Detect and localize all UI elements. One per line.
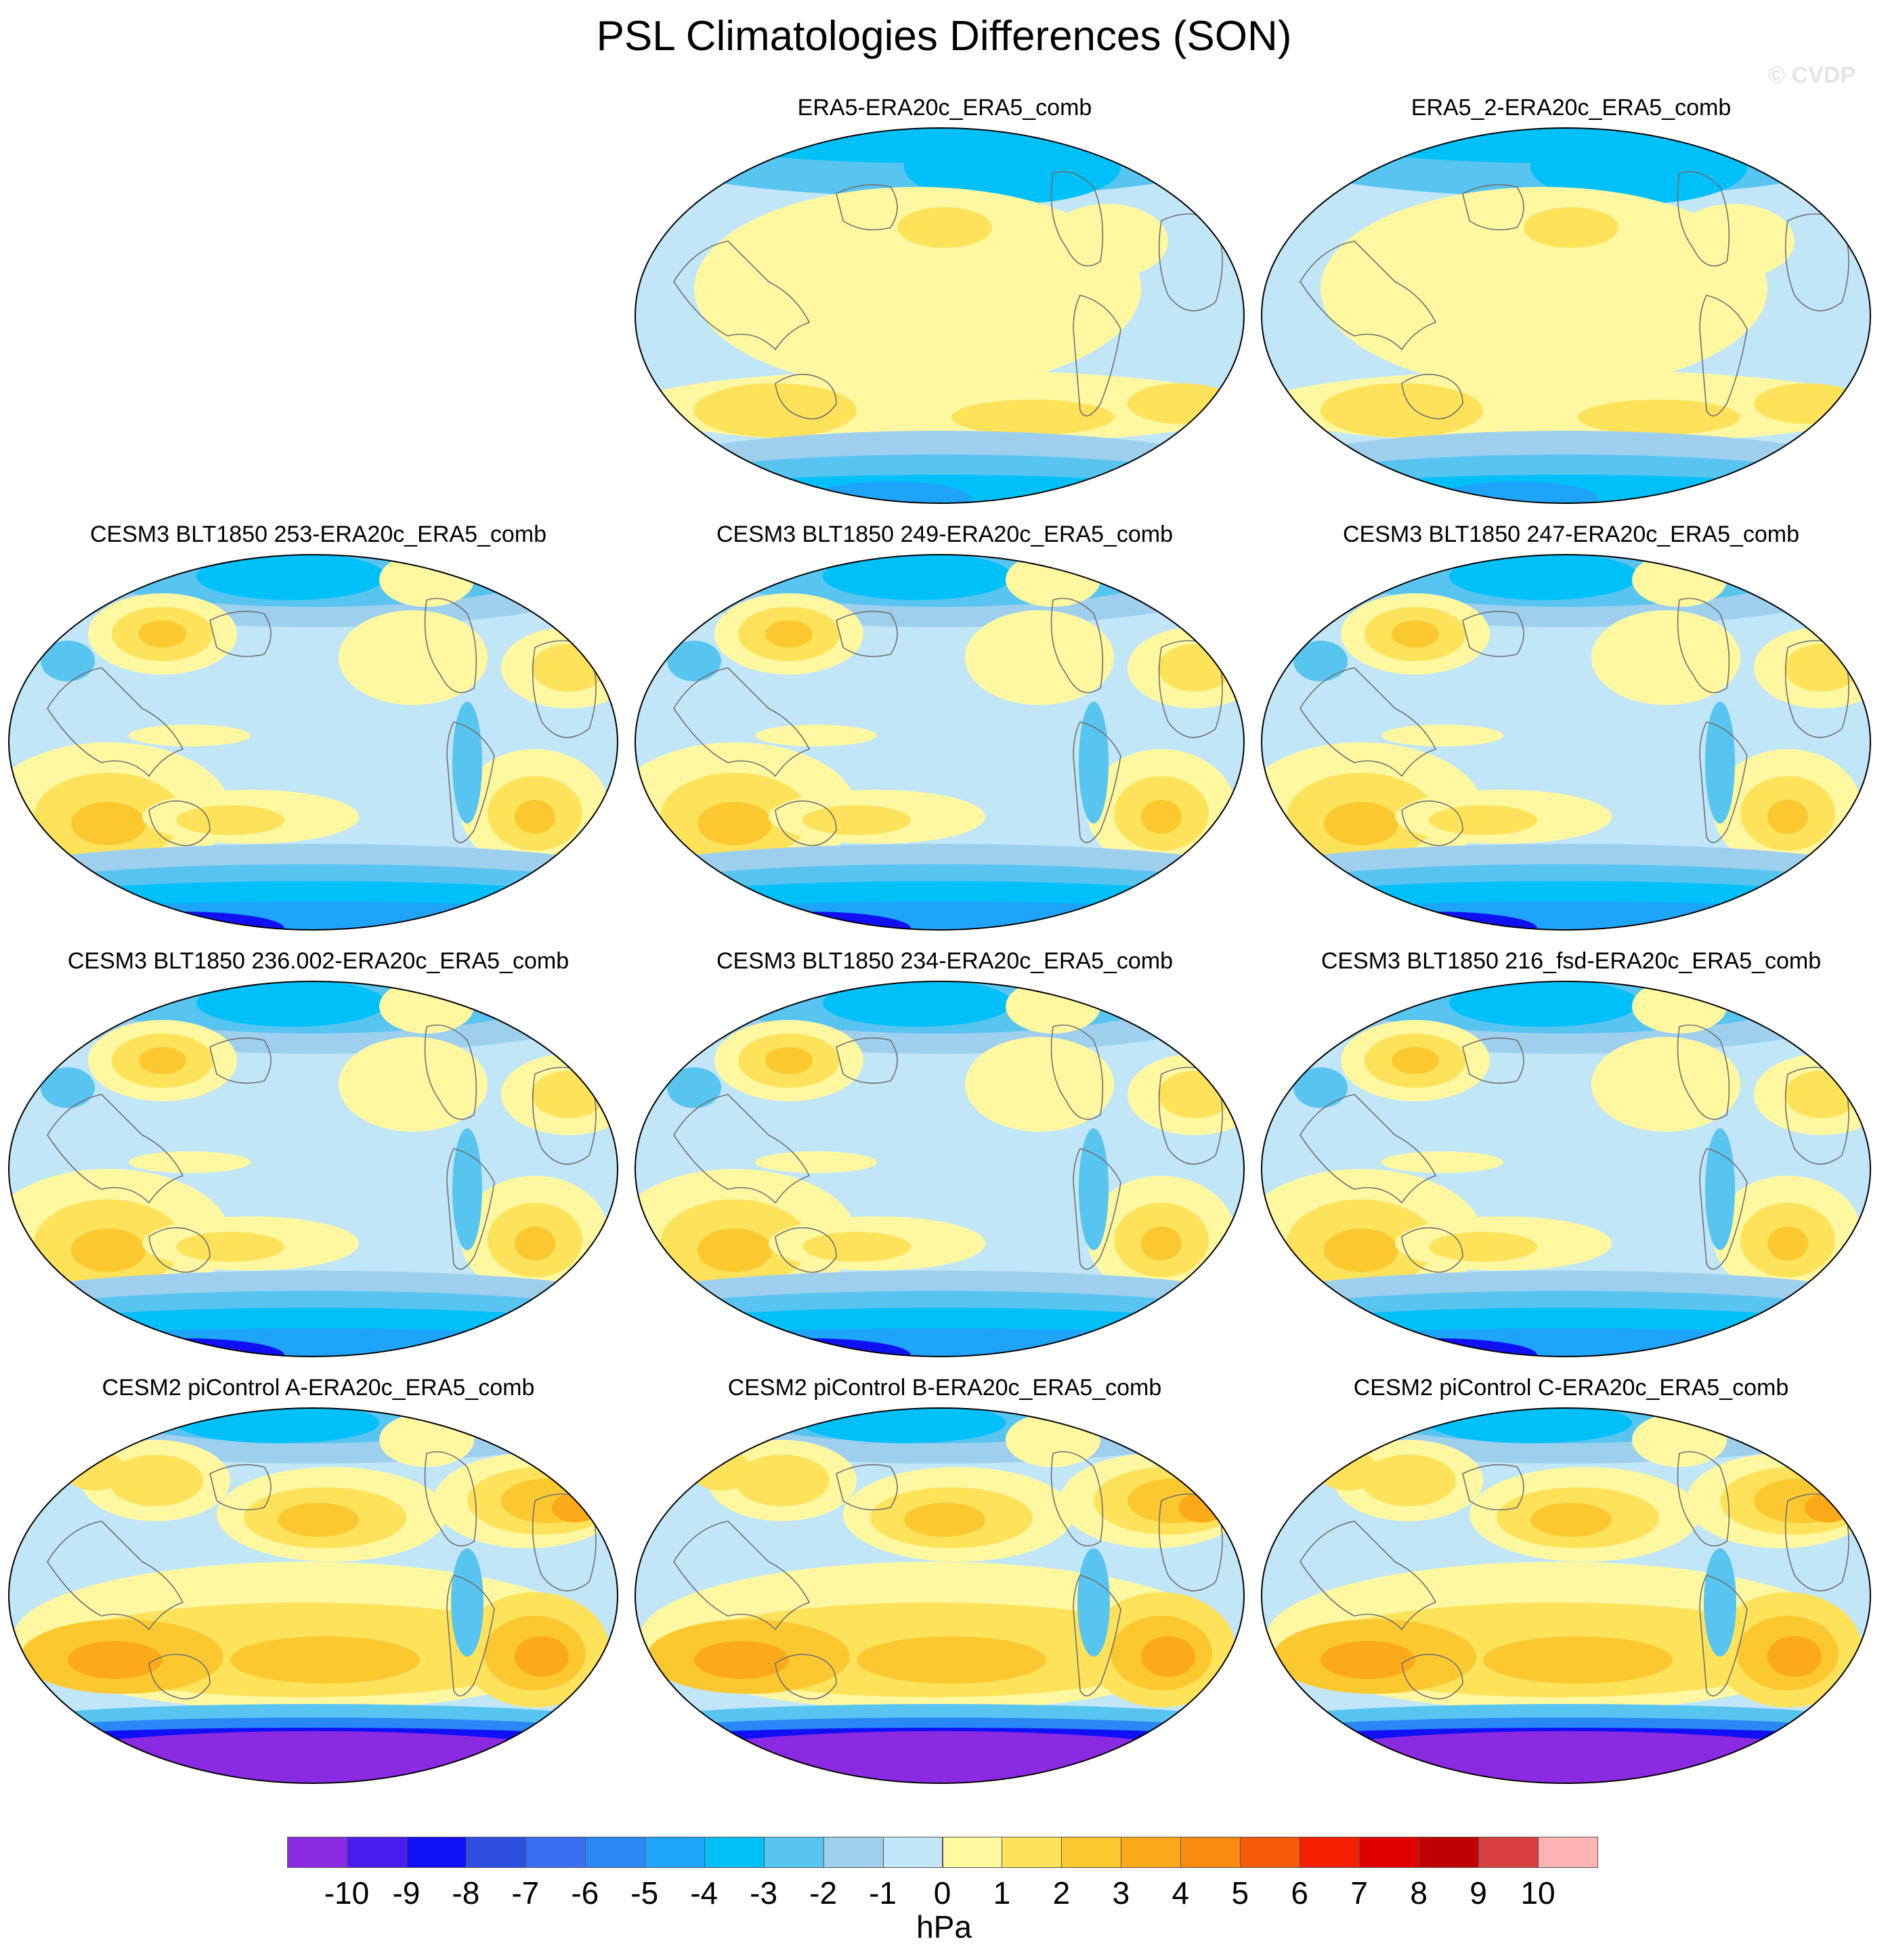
colorbar-swatch xyxy=(1300,1837,1360,1868)
colorbar-tick: -2 xyxy=(809,1875,838,1911)
colorbar-unit-label: hPa xyxy=(916,1909,972,1944)
colorbar-swatch xyxy=(1538,1837,1598,1868)
panel-title: CESM3 BLT1850 216_fsd-ERA20c_ERA5_comb xyxy=(1321,948,1822,974)
colorbar-swatch xyxy=(1121,1837,1182,1868)
world-map xyxy=(1261,554,1871,931)
colorbar-tick: 3 xyxy=(1112,1875,1130,1911)
colorbar-swatch xyxy=(882,1837,943,1868)
map-panel: CESM2 piControl C-ERA20c_ERA5_comb xyxy=(1260,1375,1883,1795)
panel-title: CESM3 BLT1850 234-ERA20c_ERA5_comb xyxy=(716,948,1174,974)
colorbar-swatch xyxy=(1002,1837,1063,1868)
panel-title: CESM3 BLT1850 247-ERA20c_ERA5_comb xyxy=(1342,521,1800,547)
colorbar-tick: 5 xyxy=(1231,1875,1249,1911)
world-map xyxy=(635,127,1245,504)
watermark: © CVDP xyxy=(1768,62,1855,88)
colorbar-swatch xyxy=(584,1837,645,1868)
world-map xyxy=(635,981,1245,1357)
colorbar-tick: -7 xyxy=(511,1875,540,1911)
panel-title: ERA5_2-ERA20c_ERA5_comb xyxy=(1411,95,1732,121)
colorbar xyxy=(287,1837,1598,1869)
colorbar-swatch xyxy=(406,1837,467,1868)
colorbar-swatch xyxy=(823,1837,884,1868)
world-map xyxy=(8,981,618,1357)
panel-title: ERA5-ERA20c_ERA5_comb xyxy=(797,95,1092,121)
colorbar-tick: -9 xyxy=(392,1875,421,1911)
map-panel: CESM3 BLT1850 236.002-ERA20c_ERA5_comb xyxy=(7,948,630,1368)
colorbar-tick: 10 xyxy=(1520,1875,1556,1911)
world-map xyxy=(1261,981,1871,1357)
colorbar-swatch xyxy=(1240,1837,1301,1868)
colorbar-swatch xyxy=(1478,1837,1539,1868)
colorbar-tick: 9 xyxy=(1469,1875,1487,1911)
map-panel: CESM3 BLT1850 216_fsd-ERA20c_ERA5_comb xyxy=(1260,948,1883,1368)
colorbar-swatch xyxy=(525,1837,586,1868)
world-map xyxy=(8,554,618,931)
panel-title: CESM3 BLT1850 236.002-ERA20c_ERA5_comb xyxy=(67,948,570,974)
colorbar-swatch xyxy=(942,1837,1003,1868)
map-panel: CESM3 BLT1850 253-ERA20c_ERA5_comb xyxy=(7,521,630,941)
colorbar-swatch xyxy=(1180,1837,1241,1868)
colorbar-tick: 4 xyxy=(1172,1875,1190,1911)
colorbar-tick: 2 xyxy=(1052,1875,1071,1911)
panel-title: CESM2 piControl B-ERA20c_ERA5_comb xyxy=(727,1375,1162,1401)
panel-title: CESM3 BLT1850 253-ERA20c_ERA5_comb xyxy=(89,521,547,547)
map-panel: CESM3 BLT1850 249-ERA20c_ERA5_comb xyxy=(633,521,1256,941)
colorbar-tick: 6 xyxy=(1291,1875,1309,1911)
colorbar-swatch xyxy=(644,1837,705,1868)
colorbar-tick: -3 xyxy=(750,1875,778,1911)
map-panel: CESM3 BLT1850 247-ERA20c_ERA5_comb xyxy=(1260,521,1883,941)
colorbar-swatch xyxy=(704,1837,765,1868)
colorbar-tick: -5 xyxy=(630,1875,659,1911)
map-panel: ERA5_2-ERA20c_ERA5_comb xyxy=(1260,95,1883,515)
world-map xyxy=(8,1407,618,1784)
colorbar-tick: -8 xyxy=(452,1875,480,1911)
colorbar-tick: 1 xyxy=(993,1875,1011,1911)
world-map xyxy=(1261,1407,1871,1784)
colorbar-swatch xyxy=(1419,1837,1480,1868)
colorbar-swatch xyxy=(763,1837,824,1868)
figure-title: PSL Climatologies Differences (SON) xyxy=(596,13,1292,60)
map-panel: CESM2 piControl A-ERA20c_ERA5_comb xyxy=(7,1375,630,1795)
map-panel: CESM2 piControl B-ERA20c_ERA5_comb xyxy=(633,1375,1256,1795)
colorbar-tick: -4 xyxy=(690,1875,718,1911)
colorbar-tick: -10 xyxy=(324,1875,370,1911)
map-panel: ERA5-ERA20c_ERA5_comb xyxy=(633,95,1256,515)
colorbar-swatch xyxy=(1359,1837,1420,1868)
panel-title: CESM2 piControl C-ERA20c_ERA5_comb xyxy=(1353,1375,1789,1401)
colorbar-tick: -6 xyxy=(571,1875,599,1911)
world-map xyxy=(1261,127,1871,504)
colorbar-tick: 7 xyxy=(1350,1875,1368,1911)
colorbar-tick: -1 xyxy=(869,1875,897,1911)
colorbar-swatch xyxy=(287,1837,347,1868)
panel-title: CESM3 BLT1850 249-ERA20c_ERA5_comb xyxy=(716,521,1174,547)
map-panel: CESM3 BLT1850 234-ERA20c_ERA5_comb xyxy=(633,948,1256,1368)
colorbar-swatch xyxy=(465,1837,526,1868)
world-map xyxy=(635,554,1245,931)
colorbar-tick: 8 xyxy=(1410,1875,1428,1911)
colorbar-tick: 0 xyxy=(933,1875,951,1911)
panel-title: CESM2 piControl A-ERA20c_ERA5_comb xyxy=(102,1375,535,1401)
colorbar-swatch xyxy=(1061,1837,1122,1868)
world-map xyxy=(635,1407,1245,1784)
colorbar-swatch xyxy=(346,1837,407,1868)
